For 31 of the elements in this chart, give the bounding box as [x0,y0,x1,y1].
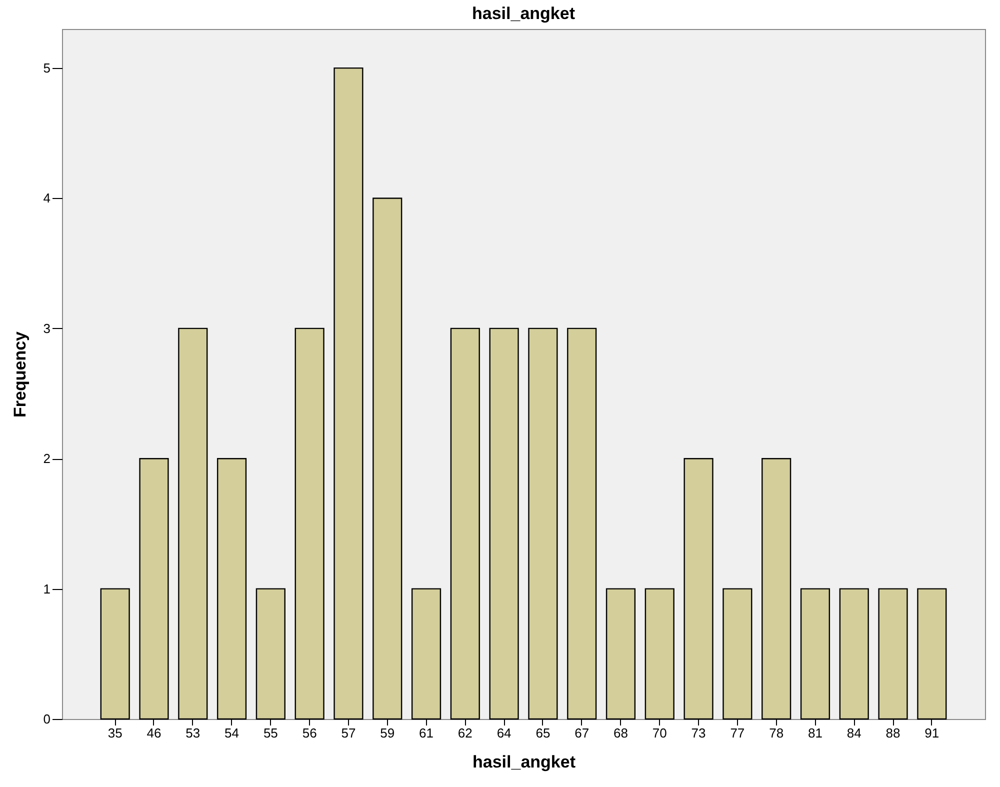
x-tick-label: 53 [186,726,200,740]
x-tick-label: 35 [108,726,122,740]
x-tick-label: 46 [146,726,162,740]
chart-title: hasil_angket [472,4,576,23]
x-tick-label: 59 [380,726,395,740]
x-tick-label: 54 [224,726,240,740]
y-tick-label: 2 [43,451,50,466]
x-tick-label: 62 [458,726,472,740]
y-tick-label: 3 [43,320,50,336]
x-tick-label: 67 [574,726,590,740]
x-tick-label: 55 [263,726,278,740]
x-tick-label: 78 [769,726,784,740]
x-tick-label: 61 [419,726,434,740]
x-tick-label: 57 [341,726,356,740]
x-tick-label: 81 [808,726,822,740]
x-tick-label: 65 [536,726,550,740]
x-tick-label: 91 [924,726,940,740]
y-tick-label: 4 [43,190,50,206]
y-tick-label: 1 [43,581,50,596]
y-tick-label: 0 [43,712,50,726]
x-tick-label: 88 [886,726,900,740]
x-tick-label: 68 [614,726,628,740]
x-tick-label: 64 [496,726,512,740]
x-tick-label: 77 [730,726,745,740]
x-tick-label: 73 [691,726,706,740]
x-tick-label: 56 [302,726,317,740]
x-tick-label: 70 [652,726,667,740]
y-axis-title: Frequency [10,330,30,418]
y-tick-label: 5 [43,60,50,76]
x-tick-label: 84 [846,726,862,740]
x-axis-title: hasil_angket [472,752,576,772]
